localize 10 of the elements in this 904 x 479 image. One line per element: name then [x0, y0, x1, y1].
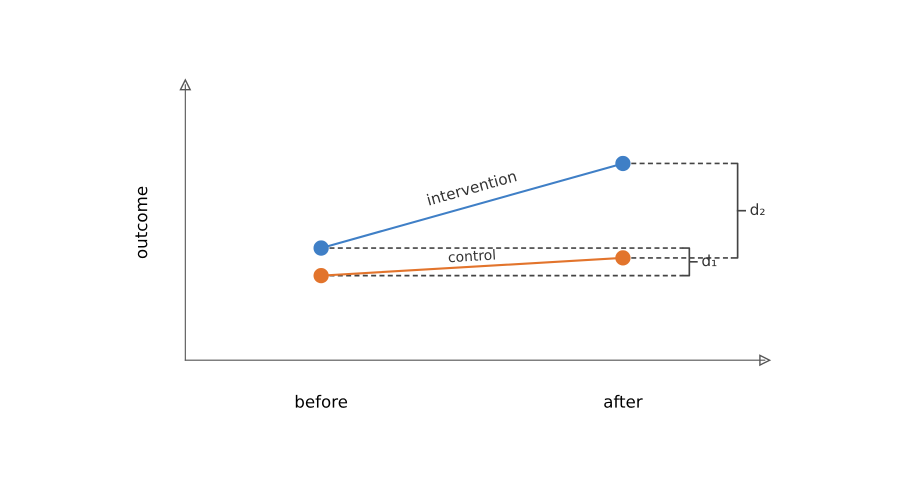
point — [313, 240, 329, 256]
x-tick-label: before — [296, 394, 348, 408]
annotation: d₂ — [750, 203, 765, 216]
series-label: control — [448, 248, 495, 262]
point — [313, 268, 329, 284]
annotation: d₁ — [702, 254, 716, 266]
point — [615, 156, 631, 172]
x-tick-label: after — [604, 394, 643, 408]
y-axis-title: outcome — [135, 186, 148, 258]
point — [615, 250, 631, 266]
